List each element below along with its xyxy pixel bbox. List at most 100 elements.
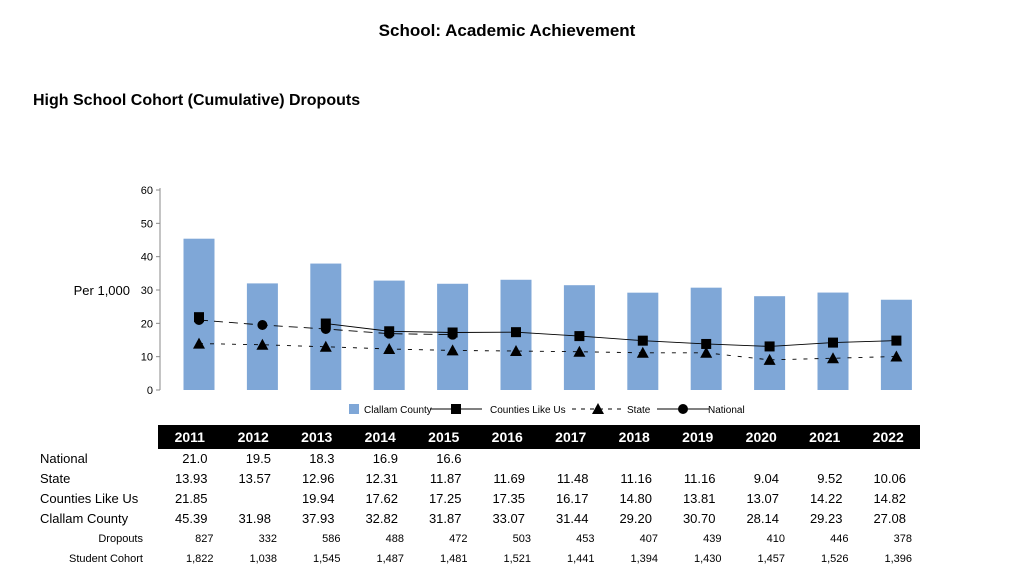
table-cell: 37.93 (301, 511, 335, 526)
table-cell: 33.07 (492, 511, 525, 526)
table-cell: 17.25 (428, 491, 462, 506)
marker-state (827, 352, 839, 364)
table-cell: 9.52 (817, 471, 843, 486)
year-header-2022: 2022 (872, 429, 904, 445)
marker-counties-like-us (511, 327, 521, 338)
year-header-2017: 2017 (555, 429, 587, 445)
table-cell: 453 (576, 533, 595, 545)
year-header-2019: 2019 (682, 429, 714, 445)
table-cell: 1,396 (884, 553, 912, 565)
table-cell (666, 449, 730, 469)
marker-state (383, 342, 396, 354)
year-header-2013: 2013 (301, 429, 333, 445)
table-cell (539, 449, 603, 469)
row-label: State (40, 471, 71, 486)
y-tick-label: 0 (147, 385, 153, 397)
legend-state-marker (592, 403, 604, 414)
table-cell: 378 (893, 533, 912, 545)
legend-clallam-county-label: Clallam County (364, 405, 432, 416)
table-cell (603, 449, 667, 469)
table-cell: 1,545 (312, 553, 341, 565)
table-cell: 827 (195, 533, 214, 545)
table-cell (730, 449, 794, 469)
year-header-2020: 2020 (745, 429, 777, 445)
row-label: Dropouts (98, 533, 143, 545)
table-cell: 13.07 (746, 491, 779, 506)
legend-counties-like-us-marker (451, 404, 461, 414)
y-tick-label: 30 (141, 285, 153, 297)
table-cell: 14.82 (873, 491, 906, 506)
table-cell: 1,457 (757, 553, 785, 565)
marker-national (257, 320, 268, 330)
table-cell: 407 (639, 533, 658, 545)
table-cell: 17.62 (365, 491, 398, 506)
table-row: Counties Like Us 21.85 19.94 17.62 17.25 17.3… (0, 489, 1014, 509)
year-header-2014: 2014 (364, 429, 396, 445)
year-header-2015: 2015 (428, 429, 460, 445)
marker-counties-like-us (828, 337, 838, 348)
table-cell: 19.94 (301, 491, 335, 506)
table-cell: 332 (258, 533, 277, 545)
y-axis-label: Per 1,000 (74, 283, 130, 298)
dropouts-chart: 0 10 20 30 40 50 60 Per 1,000 Clallam County Coun… (74, 185, 912, 416)
table-cell: 11.69 (493, 471, 525, 486)
table-cell: 9.04 (753, 471, 779, 486)
bar-clallam-county (690, 287, 722, 390)
table-row: National 21.0 19.5 18.3 16.9 16.6 (0, 449, 1014, 469)
table-cell: 10.06 (873, 471, 906, 486)
table-cell: 32.82 (365, 511, 398, 526)
marker-state (319, 340, 332, 352)
marker-counties-like-us (637, 335, 648, 346)
y-tick-label: 10 (141, 352, 153, 364)
table-cell: 11.16 (620, 471, 652, 486)
y-tick-label: 20 (141, 318, 153, 330)
legend-national-marker (678, 404, 688, 414)
table-cell: 16.17 (555, 491, 589, 506)
year-header-2016: 2016 (491, 429, 523, 445)
marker-state (573, 345, 586, 357)
table-cell: 19.5 (245, 451, 271, 466)
marker-state (256, 338, 269, 350)
table-cell (857, 449, 921, 469)
row-label: National (40, 451, 88, 466)
bar-clallam-county (246, 283, 278, 390)
row-label: Clallam County (40, 511, 129, 526)
table-cell: 1,038 (249, 553, 277, 565)
table-cell: 27.08 (873, 511, 906, 526)
table-cell: 410 (766, 533, 785, 545)
table-cell: 1,394 (630, 553, 658, 565)
table-row: Student Cohort 1,822 1,038 1,545 1,487 1,481 1… (0, 549, 1014, 569)
table-cell: 21.85 (174, 491, 208, 506)
table-cell: 45.39 (174, 511, 208, 526)
marker-counties-like-us (891, 335, 902, 346)
table-cell: 503 (512, 533, 531, 545)
y-tick-label: 60 (141, 185, 153, 197)
table-cell (222, 489, 286, 509)
year-header-bar: 2011 2012 2013 2014 2015 2016 2017 2018 2019 2020… (158, 425, 920, 449)
section-title: High School Cohort (Cumulative) Dropouts (33, 92, 361, 109)
table-cell: 31.87 (428, 511, 462, 526)
year-header-2011: 2011 (174, 429, 205, 445)
table-cell: 31.98 (238, 511, 271, 526)
table-cell: 1,526 (820, 553, 849, 565)
table-cell: 14.80 (619, 491, 652, 506)
table-cell: 18.3 (309, 451, 335, 466)
table-row: State 13.93 13.57 12.96 12.31 11.87 11.69 11.48… (0, 469, 1014, 489)
marker-state (446, 344, 459, 356)
table-cell: 446 (830, 533, 849, 545)
table-cell: 1,430 (693, 553, 722, 565)
marker-state (700, 346, 713, 358)
y-tick-label: 50 (141, 218, 153, 230)
table-cell: 1,521 (503, 553, 531, 565)
table-cell: 488 (385, 533, 404, 545)
legend-clallam-county-swatch (349, 404, 359, 414)
legend-state-label: State (627, 405, 651, 416)
marker-state (763, 353, 776, 365)
table-cell: 28.14 (746, 511, 779, 526)
table-cell: 16.6 (436, 451, 462, 466)
year-header-2018: 2018 (618, 429, 650, 445)
row-label: Counties Like Us (40, 491, 139, 506)
table-cell: 21.0 (182, 451, 208, 466)
marker-national (194, 315, 204, 325)
table-cell: 11.16 (683, 471, 716, 486)
